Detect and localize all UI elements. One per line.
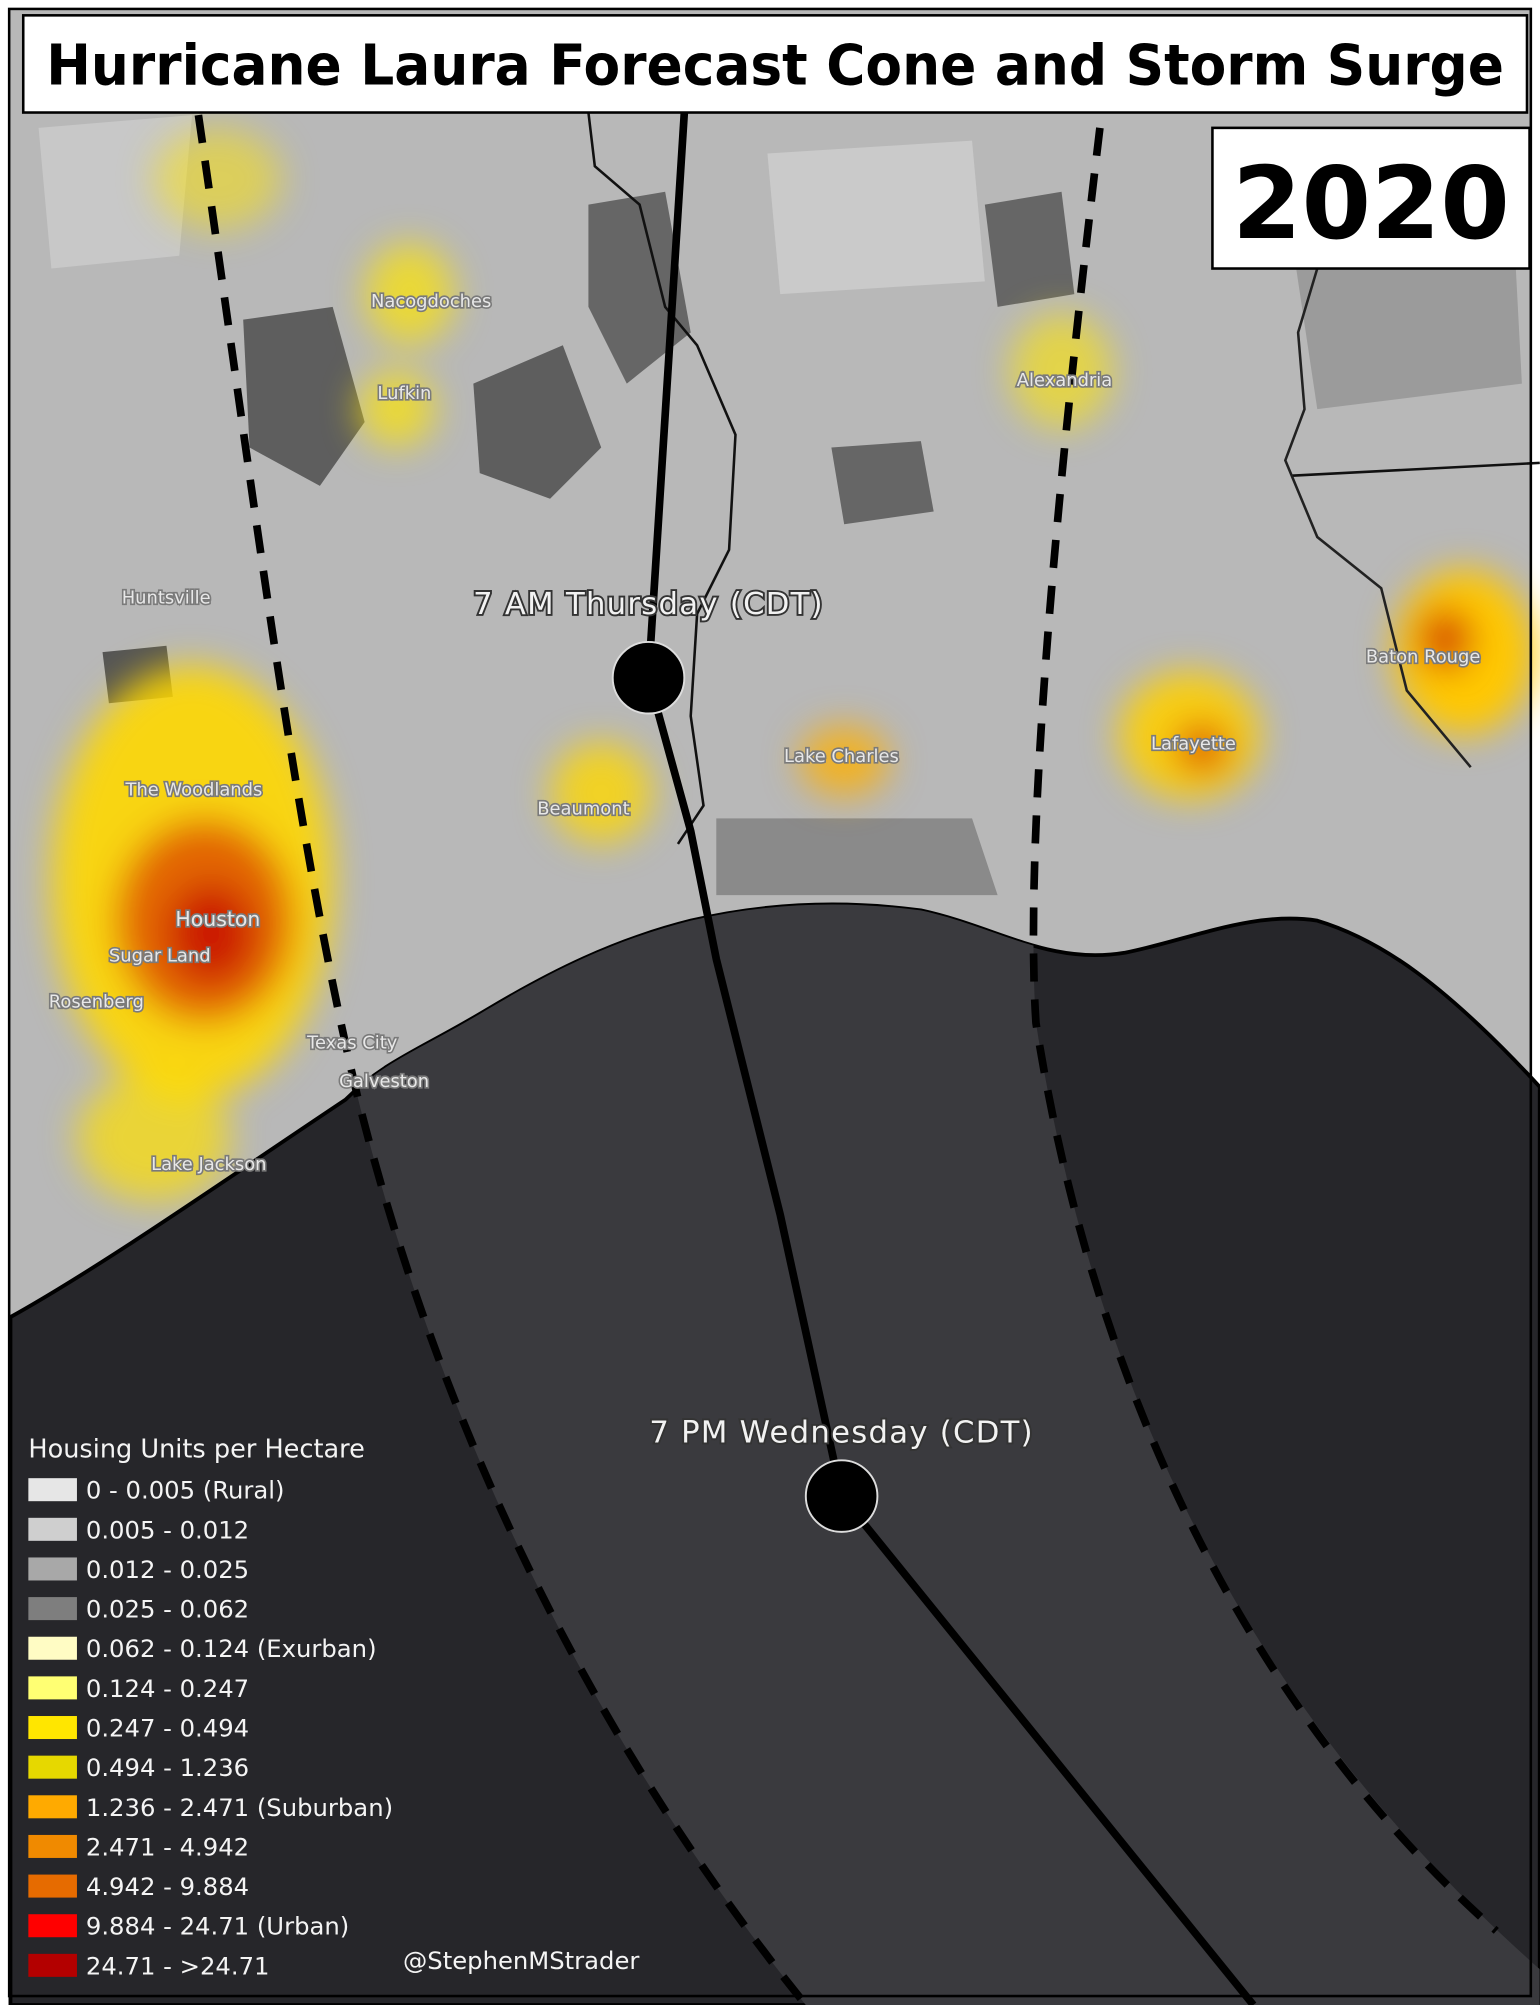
land-texture [38,115,1522,896]
title-box [21,14,1529,114]
cone-boundary [1029,127,1499,1934]
city-label: The Woodlands [125,779,263,800]
legend-label: 24.71 - >24.71 [86,1951,270,1980]
legend-swatch [28,1597,77,1621]
state-border [1291,461,1540,477]
marker-label: 7 PM Wednesday (CDT) [649,1415,1034,1450]
legend-label: 0.124 - 0.247 [86,1674,249,1703]
city-label: Baton Rouge [1366,646,1481,667]
city-label: Sugar Land [109,946,211,967]
city-label: Lake Jackson [151,1154,266,1175]
forecast-cone [198,904,1540,2005]
city-label: Houston [175,907,260,931]
state-border [587,112,737,845]
legend-swatch [28,1834,77,1858]
legend-title: Housing Units per Hectare [28,1435,364,1465]
legend-swatch [28,1795,77,1819]
year-box [1211,126,1531,270]
legend-swatch [28,1636,77,1660]
city-label: Nacogdoches [371,291,491,312]
legend-label: 1.236 - 2.471 (Suburban) [86,1793,393,1822]
city-label: Lake Charles [784,746,899,767]
legend-swatch [28,1874,77,1898]
legend-swatch [28,1716,77,1740]
legend-swatch [28,1517,77,1541]
legend-label: 0.494 - 1.236 [86,1753,249,1782]
city-label: Lufkin [377,383,431,404]
title: Hurricane Laura Forecast Cone and Storm … [46,33,1504,98]
legend-label: 0.012 - 0.025 [86,1555,249,1584]
city-label: Alexandria [1017,370,1112,391]
legend-label: 2.471 - 4.942 [86,1832,249,1861]
legend: Housing Units per Hectare 0 - 0.005 (Rur… [28,1435,393,1980]
legend-swatch [28,1755,77,1779]
legend-swatch [28,1953,77,1977]
city-label: Galveston [339,1071,429,1092]
city-label: Texas City [306,1033,398,1054]
legend-label: 0.025 - 0.062 [86,1595,249,1624]
city-label: Huntsville [122,588,211,609]
city-labels: Nacogdoches Lufkin Huntsville The Woodla… [47,289,1482,1176]
frame [7,7,1533,1998]
legend-label: 0.005 - 0.012 [86,1515,249,1544]
city-label: Beaumont [537,799,629,820]
year: 2020 [1232,145,1510,262]
river [1283,268,1472,769]
forecast-point [611,640,686,715]
legend-label: 4.942 - 9.884 [86,1872,249,1901]
legend-label: 0.062 - 0.124 (Exurban) [86,1634,377,1663]
forecast-point [804,1459,879,1533]
city-label: Lafayette [1151,733,1236,754]
marker-label: 7 AM Thursday (CDT) [473,587,824,622]
legend-label: 0.247 - 0.494 [86,1713,249,1742]
legend-swatch [28,1478,77,1502]
credit: @StephenMStrader [403,1946,639,1975]
legend-label: 9.884 - 24.71 (Urban) [86,1912,349,1941]
city-label: Rosenberg [49,992,144,1013]
legend-swatch [28,1914,77,1938]
legend-swatch [28,1557,77,1581]
legend-swatch [28,1676,77,1700]
legend-label: 0 - 0.005 (Rural) [86,1476,285,1505]
cone-boundary [194,114,809,2005]
urban-density [51,127,1535,1202]
